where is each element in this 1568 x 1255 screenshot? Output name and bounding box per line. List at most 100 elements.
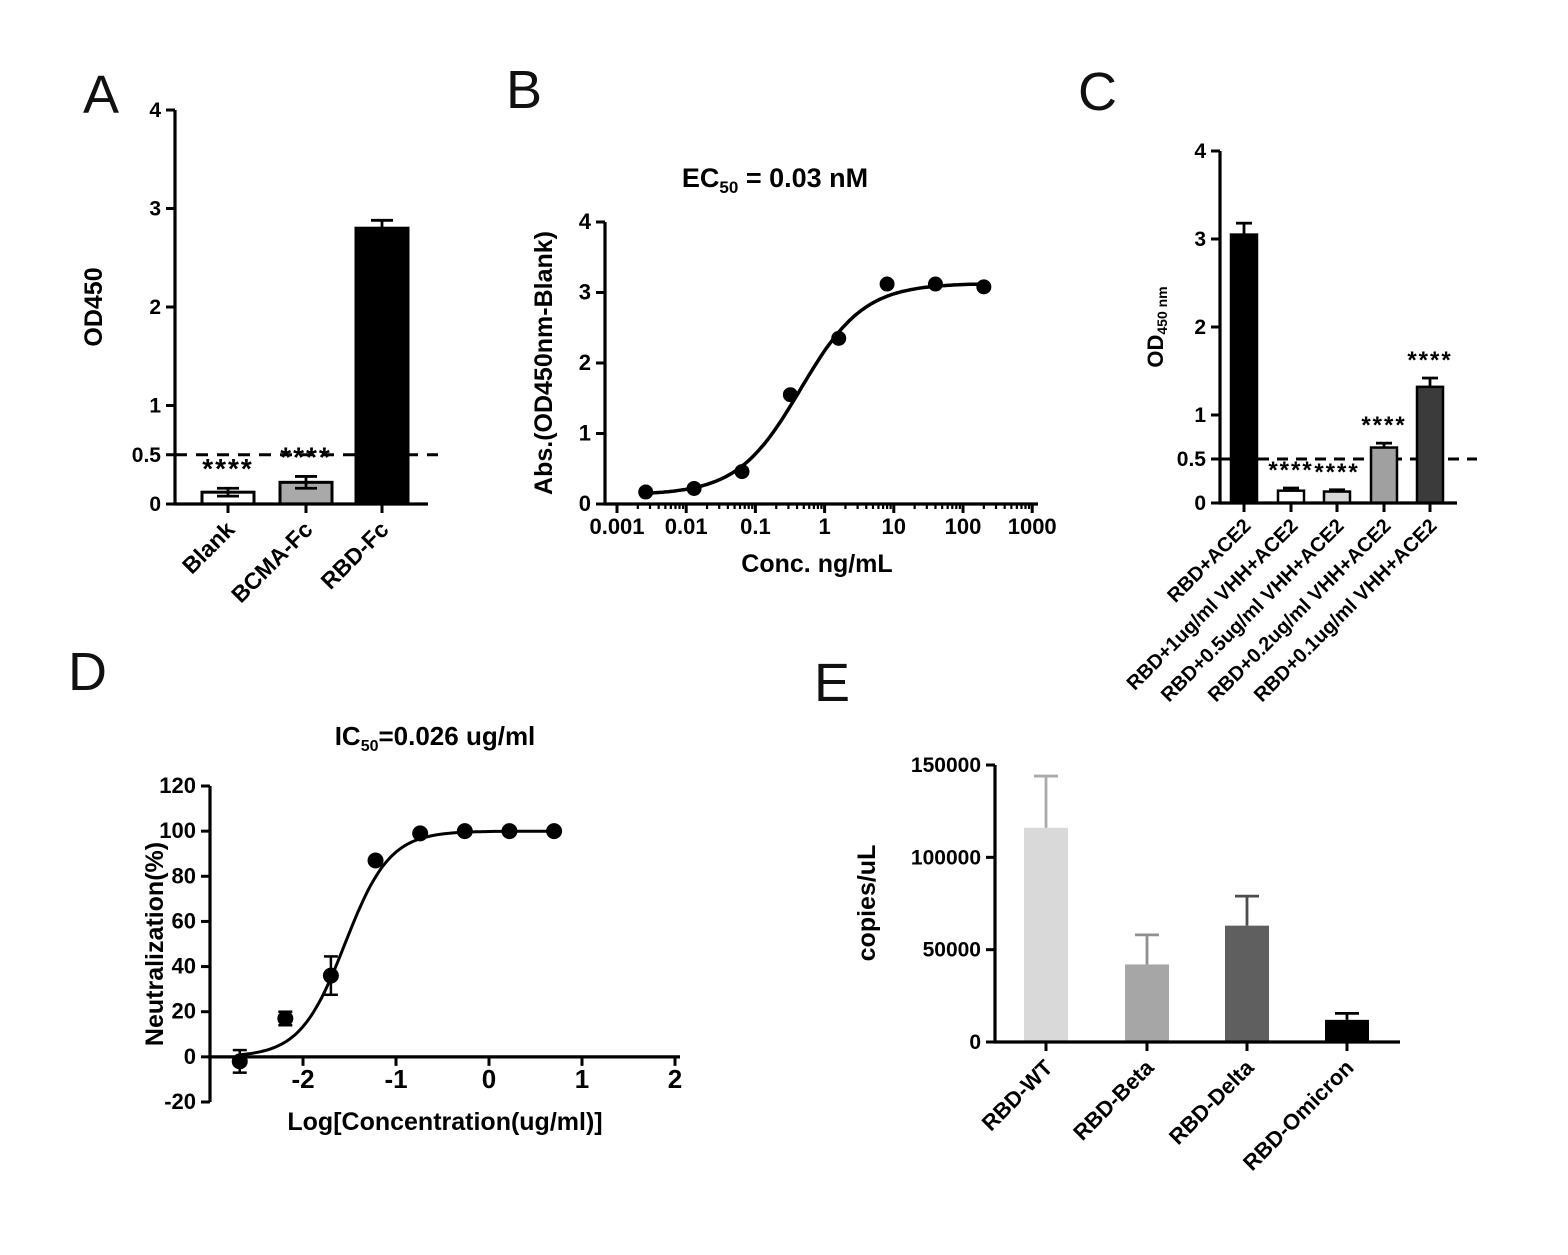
bar-RBD-WT xyxy=(1024,827,1068,1042)
data-point xyxy=(546,823,563,840)
data-point xyxy=(277,1010,294,1027)
x-tick-label: 0 xyxy=(482,1064,496,1094)
y-tick-label: 4 xyxy=(1194,140,1206,163)
data-point xyxy=(322,967,339,984)
data-point xyxy=(879,276,895,292)
y-tick-label: 150000 xyxy=(911,754,981,777)
y-tick-label: 20 xyxy=(172,999,196,1024)
bar-RBD+0.1ug/ml VHH+ACE2 xyxy=(1415,385,1445,505)
category-label: Blank xyxy=(177,516,240,579)
y-axis-label: OD450 nm xyxy=(1143,286,1170,367)
x-tick-label: 1000 xyxy=(1008,514,1057,539)
text-subscript: 450 nm xyxy=(1154,286,1170,334)
data-point xyxy=(976,279,992,295)
y-tick-label: 0 xyxy=(579,491,591,516)
data-point xyxy=(831,330,847,346)
x-tick-label: 0.1 xyxy=(740,514,771,539)
bar-RBD-Omicron xyxy=(1325,1019,1369,1042)
panel-d-letter: D xyxy=(68,642,107,702)
x-tick-label: 10 xyxy=(882,514,906,539)
text-main: EC xyxy=(682,163,720,193)
category-label: RBD-Delta xyxy=(1164,1054,1259,1149)
data-point xyxy=(927,276,943,292)
y-axis-label: Neutralization(%) xyxy=(141,842,169,1046)
x-tick-label: 2 xyxy=(668,1064,682,1094)
y-axis-label: Abs.(OD450nm-Blank) xyxy=(530,231,558,495)
data-point xyxy=(456,823,473,840)
y-tick-label: 50000 xyxy=(923,939,981,962)
text-main: OD xyxy=(1143,335,1168,368)
panel-c-chart: **** ************00.51234RBD+ACE2RBD+1ug/… xyxy=(1123,140,1477,707)
bar-RBD+1ug/ml VHH+ACE2 xyxy=(1276,489,1306,505)
y-tick-label: 120 xyxy=(159,773,196,798)
y-tick-label: 40 xyxy=(172,954,196,979)
x-axis-label: Log[Concentration(ug/ml)] xyxy=(287,1108,602,1136)
panel-c-letter: C xyxy=(1078,62,1117,122)
x-tick-label: 1 xyxy=(818,514,830,539)
y-tick-label: 80 xyxy=(172,863,196,888)
bar-RBD-Beta xyxy=(1125,964,1169,1042)
data-point xyxy=(686,480,702,496)
y-tick-label: 3 xyxy=(579,280,591,305)
significance-stars: **** xyxy=(1407,347,1452,374)
data-point xyxy=(782,387,798,403)
y-tick-label: 100000 xyxy=(911,846,981,869)
data-point xyxy=(638,484,654,500)
significance-stars: **** xyxy=(1361,412,1406,439)
y-tick-label: 2 xyxy=(149,296,161,319)
x-tick-label: 0.001 xyxy=(589,514,644,539)
y-tick-label: 100 xyxy=(159,818,196,843)
y-tick-label: 1 xyxy=(1194,404,1206,427)
data-point xyxy=(412,825,429,842)
bar-RBD+0.5ug/ml VHH+ACE2 xyxy=(1322,490,1352,505)
category-label: RBD-Fc xyxy=(316,516,394,594)
panel-e-letter: E xyxy=(814,653,851,713)
y-tick-label: 0 xyxy=(149,493,161,516)
significance-stars: **** xyxy=(280,441,332,472)
y-tick-label: -20 xyxy=(164,1089,196,1114)
y-tick-label: 2 xyxy=(579,350,591,375)
bar-RBD+0.2ug/ml VHH+ACE2 xyxy=(1369,446,1399,505)
bar-RBD-Delta xyxy=(1225,925,1269,1042)
panel-b-chart: 0 1 2 3 4 0.001 0.01 0.1 1 10 100 1000 EC50 = 0.03 n… xyxy=(530,163,1057,578)
y-tick-label: 3 xyxy=(149,198,161,221)
bar-RBD+ACE2 xyxy=(1229,233,1259,505)
y-tick-label: 1 xyxy=(579,421,591,446)
x-tick-label: -1 xyxy=(384,1064,407,1094)
fit-curve xyxy=(643,282,986,496)
chart-title: IC50=0.026 ug/ml xyxy=(335,721,536,755)
category-label: RBD-WT xyxy=(977,1054,1058,1135)
panel-a-letter: A xyxy=(83,65,120,125)
text-main: =0.026 ug/ml xyxy=(378,721,535,751)
y-tick-label: 2 xyxy=(1194,316,1206,339)
y-tick-label: 4 xyxy=(579,209,592,234)
category-label: BCMA-Fc xyxy=(226,516,318,608)
data-point xyxy=(501,823,518,840)
y-tick-label: 3 xyxy=(1194,228,1206,251)
y-tick-label: 0 xyxy=(1194,492,1206,515)
x-axis-label: Conc. ng/mL xyxy=(741,550,892,578)
panel-d-chart: 120 100 80 60 40 20 0 -20 -2 -1 0 1 2 IC50=0.026 ug/m… xyxy=(141,721,682,1136)
x-tick-label: -2 xyxy=(291,1064,314,1094)
x-tick-label: 0.01 xyxy=(665,514,708,539)
y-tick-label: 0 xyxy=(184,1044,196,1069)
category-label: RBD-Beta xyxy=(1068,1054,1159,1145)
bar-RBD-Fc xyxy=(354,226,410,506)
x-tick-label: 100 xyxy=(945,514,982,539)
significance-stars: **** xyxy=(1314,459,1359,486)
text-main: = 0.03 nM xyxy=(738,163,868,193)
y-tick-label: 60 xyxy=(172,908,196,933)
y-tick-label: 4 xyxy=(149,99,161,122)
data-point xyxy=(231,1053,248,1070)
text-subscript: 50 xyxy=(361,738,379,755)
y-tick-label: 0.5 xyxy=(132,444,162,467)
data-point xyxy=(734,464,750,480)
y-tick-label: 0 xyxy=(969,1031,981,1054)
text-main: IC xyxy=(335,721,361,751)
data-point xyxy=(367,852,384,869)
text-subscript: 50 xyxy=(719,178,738,197)
y-tick-label: 1 xyxy=(149,395,161,418)
y-axis-label: OD450 xyxy=(80,267,108,346)
panel-b-letter: B xyxy=(506,60,543,120)
